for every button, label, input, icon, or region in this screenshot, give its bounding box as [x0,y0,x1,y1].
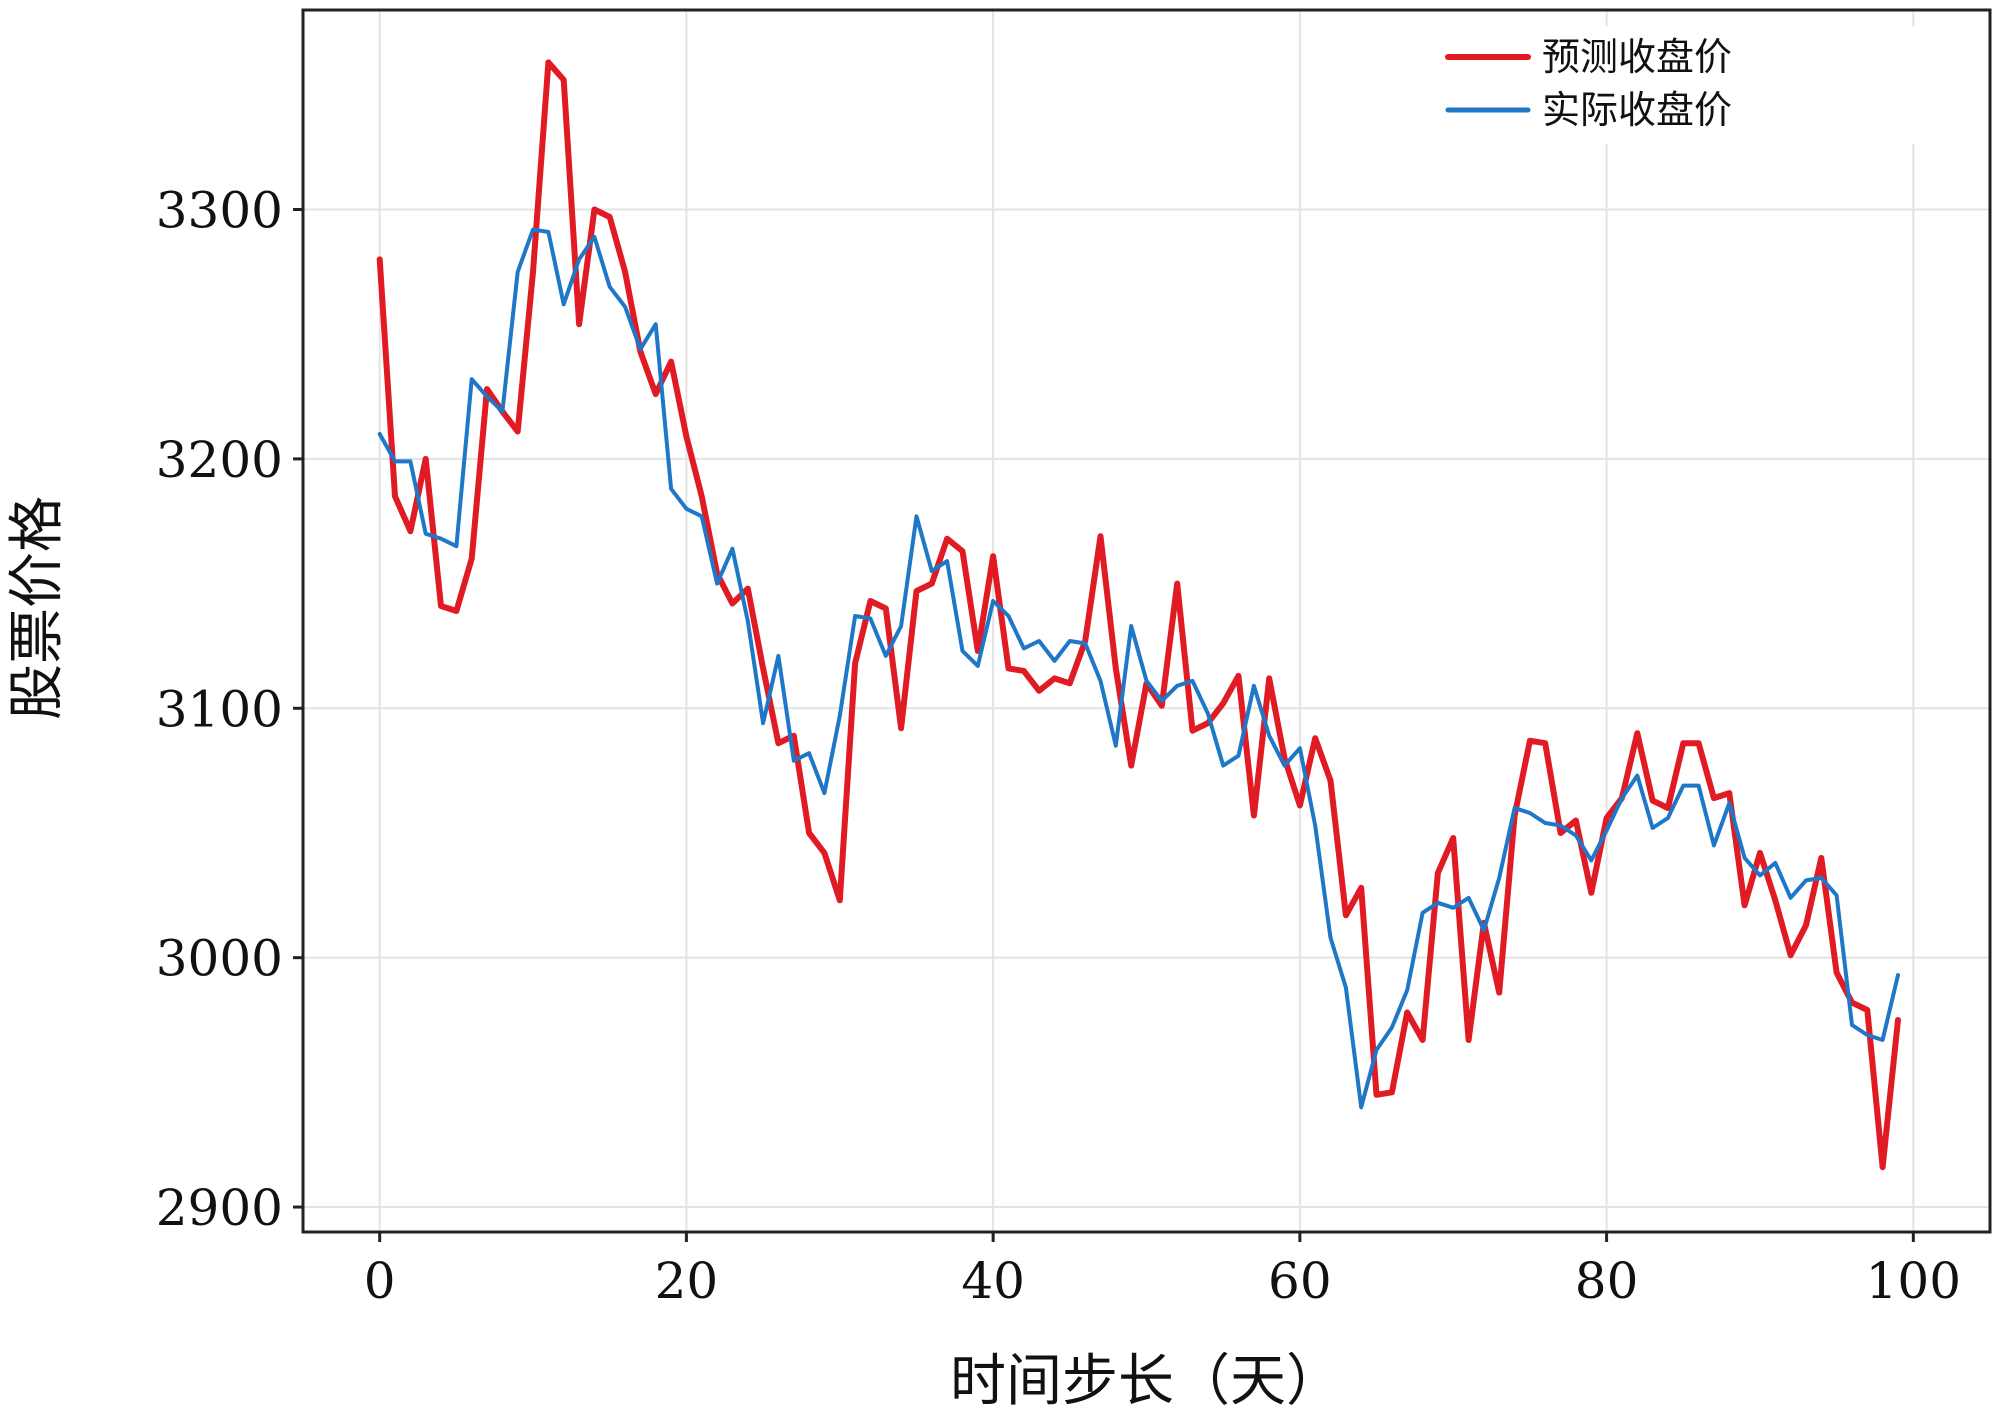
plot-frame [301,8,1992,1234]
y-tick-label: 3100 [156,680,283,738]
legend-box [1440,26,1970,144]
x-axis-title: 时间步长（天） [950,1349,1342,1414]
y-axis-ticks: 2900 3000 3100 3200 3300 [156,182,303,1237]
x-tick-label: 40 [961,1252,1025,1310]
y-tick-label: 3300 [156,182,283,240]
grid-lines [303,10,1990,1232]
legend: 预测收盘价 实际收盘价 [1440,26,1970,144]
y-tick-label: 3000 [156,930,283,988]
legend-label-predicted: 预测收盘价 [1542,35,1732,79]
x-tick-label: 80 [1575,1252,1639,1310]
y-axis-title: 股票价格 [5,496,70,720]
y-tick-label: 2900 [156,1179,283,1237]
x-tick-label: 60 [1268,1252,1332,1310]
series-line-predicted [376,59,1901,1171]
y-tick-label: 3200 [156,431,283,489]
legend-label-actual: 实际收盘价 [1542,88,1732,132]
series-line-actual [377,227,1900,1110]
x-tick-label: 0 [364,1252,396,1310]
x-tick-label: 20 [655,1252,719,1310]
x-axis-ticks: 0 20 40 60 80 100 [364,1232,1961,1310]
series-lines [376,59,1901,1171]
x-tick-label: 100 [1866,1252,1961,1310]
